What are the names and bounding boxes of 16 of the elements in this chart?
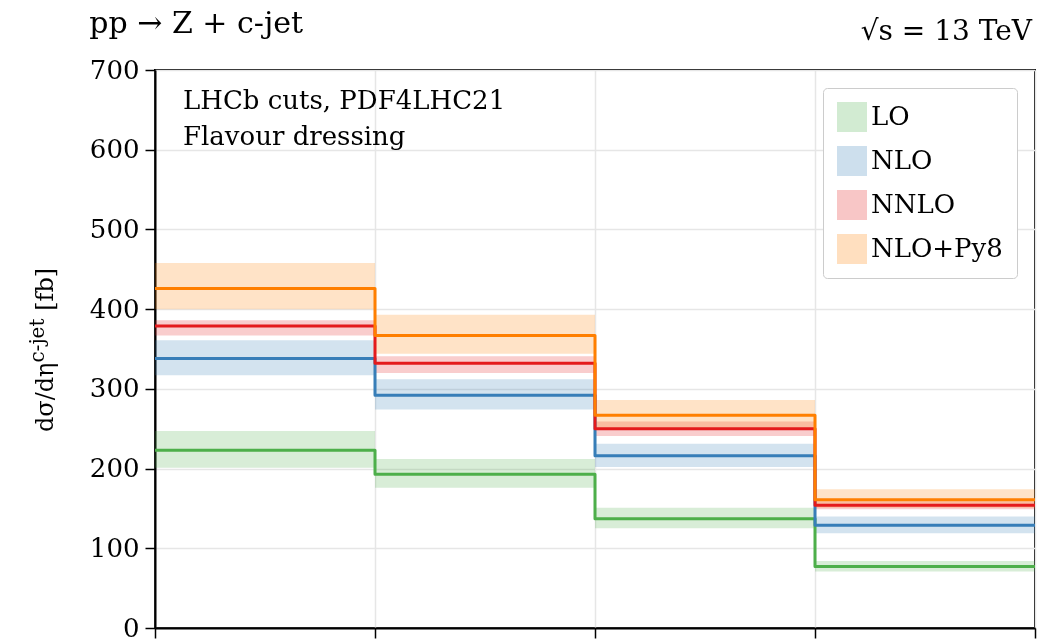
annotation: Flavour dressing — [183, 121, 406, 151]
y-tick-label: 700 — [89, 54, 140, 85]
y-tick-label: 500 — [89, 213, 140, 244]
y-tick-label: 600 — [89, 134, 140, 165]
y-tick-label: 300 — [89, 373, 140, 404]
text: √s = 13 TeV — [860, 14, 1032, 47]
legend-label: NLO — [871, 145, 933, 175]
y-tick-label: 400 — [89, 293, 140, 324]
legend-label: NNLO — [871, 189, 956, 219]
y-tick-label: 0 — [122, 612, 140, 641]
annotation: LHCb cuts, PDF4LHC21 — [183, 85, 506, 115]
y-tick-label: 200 — [89, 453, 140, 484]
legend-label: LO — [871, 101, 910, 131]
legend-label: NLO+Py8 — [871, 233, 1003, 263]
y-tick-label: 100 — [89, 532, 140, 563]
chart-title: pp → Z + c-jet — [89, 5, 304, 40]
